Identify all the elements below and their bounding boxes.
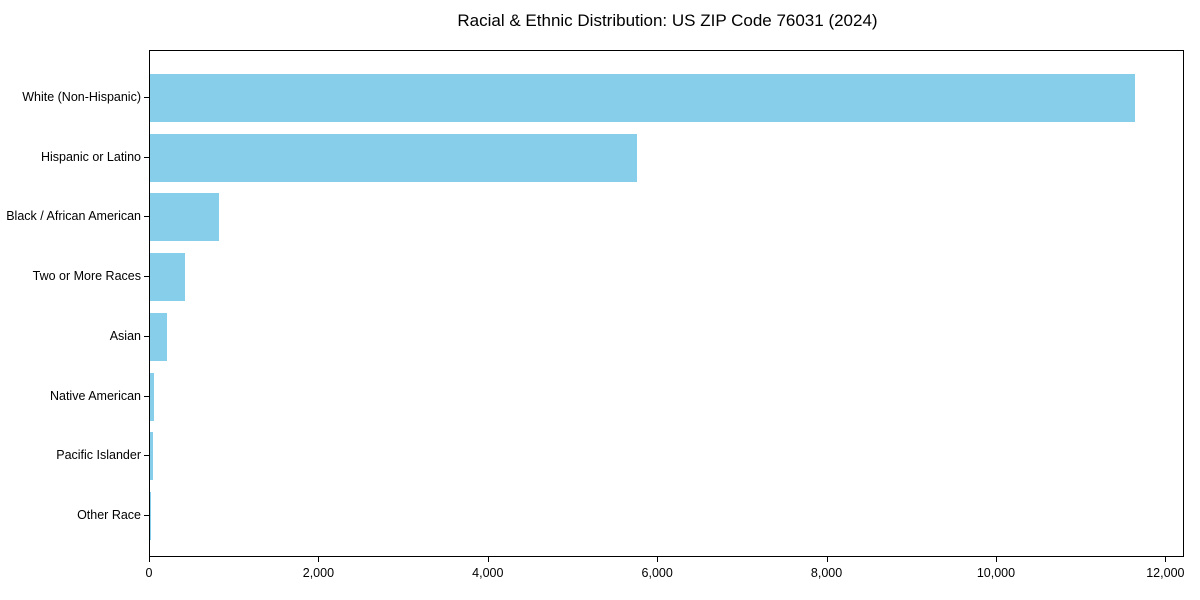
x-axis-label-10000: 10,000 bbox=[976, 566, 1016, 580]
y-axis-tick-asian bbox=[144, 335, 149, 337]
x-axis-label-0: 0 bbox=[145, 566, 153, 580]
y-axis-tick-hispanic-or-latino bbox=[144, 156, 149, 158]
y-axis-label-native-american: Native American bbox=[49, 388, 141, 403]
x-axis-tick-4000 bbox=[487, 557, 489, 562]
bar-hispanic-or-latino bbox=[150, 133, 638, 182]
y-axis-tick-native-american bbox=[144, 395, 149, 397]
bar-pacific-islander bbox=[150, 432, 153, 481]
chart-title: Racial & Ethnic Distribution: US ZIP Cod… bbox=[457, 11, 878, 30]
x-axis-label-4000: 4,000 bbox=[472, 566, 504, 580]
x-axis-tick-6000 bbox=[657, 557, 659, 562]
y-axis-label-pacific-islander: Pacific Islander bbox=[56, 448, 141, 463]
y-axis-label-black-african-american: Black / African American bbox=[6, 209, 141, 224]
x-axis-label-8000: 8,000 bbox=[810, 566, 843, 580]
x-axis-label-12000: 12,000 bbox=[1146, 566, 1185, 580]
x-axis-tick-8000 bbox=[826, 557, 828, 562]
y-axis-tick-pacific-islander bbox=[144, 455, 149, 457]
y-axis-tick-other-race bbox=[144, 514, 149, 516]
y-axis-label-hispanic-or-latino: Hispanic or Latino bbox=[40, 149, 141, 164]
bar-two-or-more-races bbox=[150, 253, 186, 302]
bar-other-race bbox=[150, 491, 151, 540]
x-axis-tick-2000 bbox=[318, 557, 320, 562]
bar-asian bbox=[150, 312, 167, 361]
y-axis-tick-black-african-american bbox=[144, 216, 149, 218]
bar-native-american bbox=[150, 372, 155, 421]
x-axis-label-2000: 2,000 bbox=[302, 566, 335, 580]
x-axis-tick-0 bbox=[149, 557, 150, 562]
x-axis-label-6000: 6,000 bbox=[641, 566, 673, 580]
bar-white-non-hispanic bbox=[150, 74, 1136, 122]
y-axis-label-two-or-more-races: Two or More Races bbox=[32, 269, 141, 284]
y-axis-tick-two-or-more-races bbox=[144, 276, 149, 278]
plot-area bbox=[149, 50, 1184, 557]
x-axis-tick-12000 bbox=[1165, 557, 1167, 562]
y-axis-label-other-race: Other Race bbox=[77, 507, 141, 522]
y-axis-tick-white-non-hispanic bbox=[144, 97, 149, 98]
bar-black-african-american bbox=[150, 193, 219, 242]
y-axis-label-white-non-hispanic: White (Non-Hispanic) bbox=[22, 90, 141, 104]
y-axis-label-asian: Asian bbox=[109, 328, 141, 343]
x-axis-tick-10000 bbox=[995, 557, 997, 562]
